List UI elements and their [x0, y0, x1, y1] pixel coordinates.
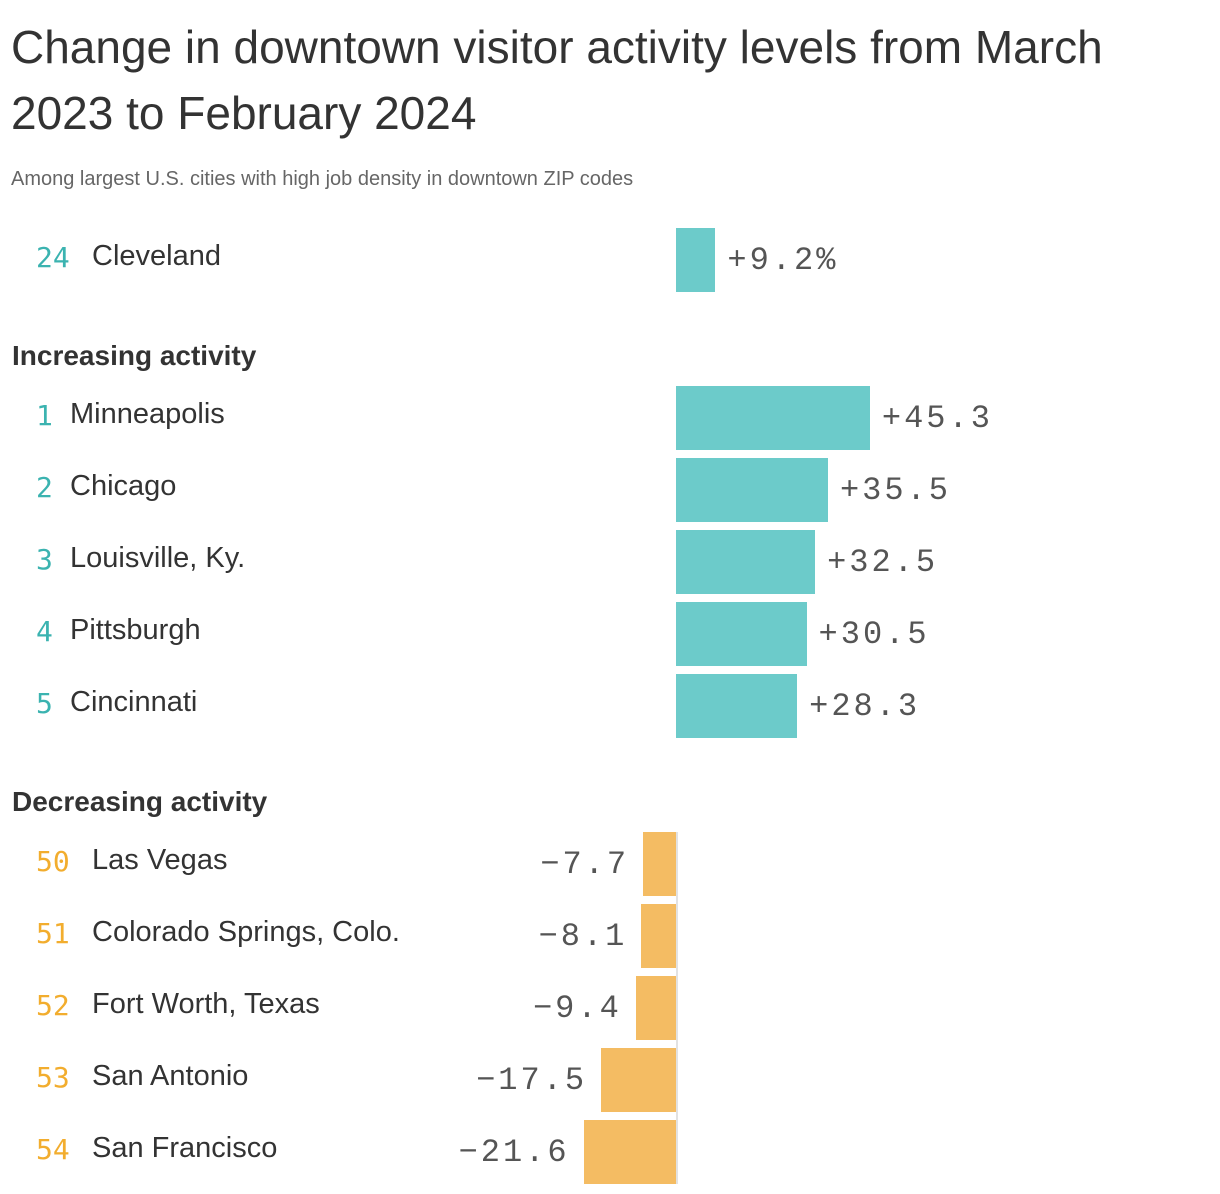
value-label: +32.5 — [827, 544, 939, 581]
rank-number: 5 — [36, 687, 53, 720]
bar — [676, 674, 798, 738]
city-name: Louisville, Ky. — [70, 542, 246, 574]
city-name: Fort Worth, Texas — [92, 988, 320, 1020]
city-name: Pittsburgh — [70, 614, 201, 646]
rank-number: 24 — [36, 241, 70, 274]
value-label: −7.7 — [540, 846, 630, 883]
city-name: Cleveland — [92, 240, 221, 272]
bar — [676, 458, 828, 522]
zero-line — [676, 832, 678, 1184]
chart-title: Change in downtown visitor activity leve… — [11, 21, 1103, 139]
rank-number: 51 — [36, 917, 70, 950]
bar — [676, 602, 807, 666]
rank-number: 1 — [36, 399, 53, 432]
city-name: Cincinnati — [70, 686, 198, 718]
city-name: San Antonio — [92, 1060, 249, 1092]
bar — [641, 904, 676, 968]
rank-number: 50 — [36, 845, 70, 878]
value-label: +9.2% — [727, 242, 839, 279]
rank-number: 4 — [36, 615, 53, 648]
city-name: Chicago — [70, 470, 177, 502]
city-name: Minneapolis — [70, 398, 225, 430]
bar — [583, 1120, 676, 1184]
value-label: −17.5 — [476, 1062, 588, 1099]
value-label: −8.1 — [538, 918, 628, 955]
rank-number: 3 — [36, 543, 53, 576]
bar — [601, 1048, 676, 1112]
city-name: San Francisco — [92, 1132, 278, 1164]
city-name: Colorado Springs, Colo. — [92, 916, 400, 948]
bar — [676, 228, 716, 292]
rank-number: 54 — [36, 1133, 70, 1166]
rank-number: 52 — [36, 989, 70, 1022]
value-label: +28.3 — [809, 688, 921, 725]
section-heading: Decreasing activity — [12, 786, 268, 817]
bar — [676, 386, 870, 450]
rank-number: 53 — [36, 1061, 70, 1094]
bar — [635, 976, 676, 1040]
section-heading: Increasing activity — [12, 340, 257, 371]
rank-number: 2 — [36, 471, 53, 504]
bar — [676, 530, 816, 594]
value-label: +45.3 — [881, 400, 993, 437]
city-name: Las Vegas — [92, 844, 228, 876]
value-label: −9.4 — [532, 990, 622, 1027]
bar — [643, 832, 676, 896]
value-label: +30.5 — [818, 616, 930, 653]
chart-subtitle: Among largest U.S. cities with high job … — [11, 168, 634, 190]
value-label: +35.5 — [839, 472, 951, 509]
value-label: −21.6 — [458, 1134, 570, 1171]
